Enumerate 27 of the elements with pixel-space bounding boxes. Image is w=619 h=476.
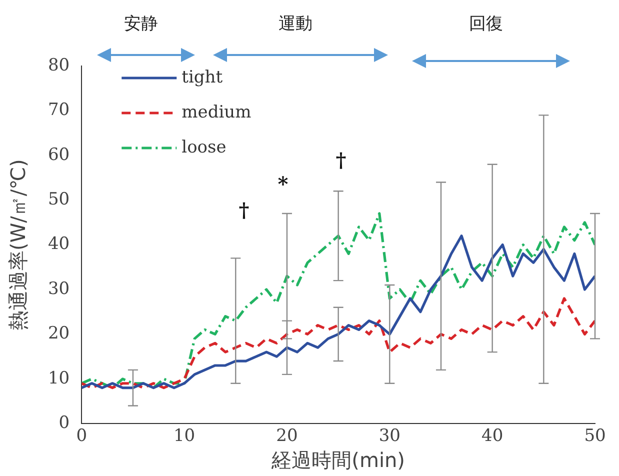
line-series — [82, 297, 595, 390]
legend-label: loose — [182, 137, 226, 158]
x-tick-label: 50 — [584, 426, 606, 446]
text: 回復 — [469, 13, 503, 35]
legend-label: medium — [182, 102, 252, 122]
y-tick-label: 20 — [48, 324, 70, 344]
y-tick-label: 0 — [58, 413, 70, 434]
y-tick-label: 70 — [48, 100, 70, 120]
annotation: † — [336, 148, 346, 172]
legend-label: tight — [182, 67, 223, 88]
x-axis-title: 経過時間(min) — [270, 448, 405, 472]
y-tick-label: 50 — [48, 190, 70, 210]
y-axis-title: 熱通過率(W/㎡/℃) — [6, 159, 30, 330]
y-tick-label: 10 — [48, 368, 70, 388]
y-tick-label: 40 — [48, 234, 70, 254]
x-tick-label: 0 — [76, 426, 88, 446]
text: 運動 — [278, 13, 312, 35]
annotation: * — [278, 172, 289, 196]
y-tick-label: 30 — [48, 278, 70, 299]
text: 安静 — [124, 13, 158, 35]
x-tick-label: 10 — [173, 426, 196, 446]
x-tick-label: 20 — [276, 426, 298, 446]
annotation: † — [238, 198, 250, 222]
y-tick-label: 60 — [48, 144, 70, 165]
x-tick-label: 40 — [482, 426, 504, 446]
y-tick-label: 80 — [48, 55, 70, 76]
x-tick-label: 30 — [378, 426, 400, 446]
